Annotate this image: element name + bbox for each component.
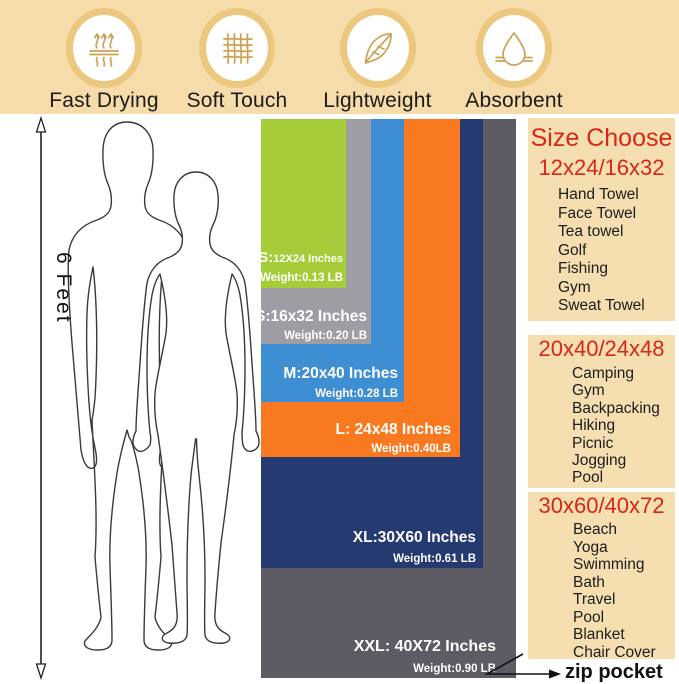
- size-use-item: Backpacking: [572, 399, 660, 417]
- size-use-item: Beach: [573, 521, 617, 538]
- soft-touch-icon: [199, 8, 275, 88]
- features-bar: Fast Drying Soft Touch: [0, 0, 679, 114]
- size-use-item: Gym: [558, 278, 591, 296]
- fast-drying-icon: [66, 8, 142, 88]
- size-guide-small: Size Choose 12x24/16x32 Hand Towel Face …: [528, 118, 675, 321]
- size-use-list: Beach Yoga Swimming Bath Travel Pool Bla…: [528, 521, 675, 661]
- towel-xl-label: XL:30X60 Inches Weight:0.61 LB: [352, 529, 476, 565]
- feature-label: Soft Touch: [186, 89, 288, 112]
- size-use-item: Face Towel: [558, 204, 637, 222]
- towel-xs: XS:12X24 Inches Weight:0.13 LB: [248, 119, 346, 288]
- feature-soft-touch: Soft Touch: [167, 0, 307, 113]
- size-use-item: Golf: [558, 241, 587, 259]
- woman-outline: [132, 171, 260, 644]
- size-group-heading: 20x40/24x48: [538, 336, 665, 361]
- size-use-item: Yoga: [573, 538, 608, 556]
- size-use-item: Sweat Towel: [558, 297, 645, 314]
- height-label: 6 Feet: [52, 252, 75, 324]
- arrowhead-right: [549, 669, 561, 679]
- droplet-icon: [476, 8, 552, 88]
- size-use-list: Hand Towel Face Towel Tea towel Golf Fis…: [528, 186, 675, 316]
- size-use-item: Jogging: [572, 452, 627, 470]
- towel-xs-label: XS:12X24 Inches Weight:0.13 LB: [248, 249, 343, 284]
- feature-label: Lightweight: [323, 89, 432, 112]
- feature-label: Absorbent: [465, 89, 563, 112]
- size-use-item: Hiking: [572, 417, 616, 435]
- size-use-item: Travel: [573, 591, 616, 608]
- size-use-item: Hand Towel: [558, 186, 639, 203]
- feature-fast-drying: Fast Drying: [28, 0, 180, 113]
- size-guide-medium: 20x40/24x48 Camping Gym Backpacking Hiki…: [528, 335, 675, 488]
- zip-pocket-label: zip pocket: [565, 661, 663, 683]
- towel-s-label: S:16x32 Inches Weight:0.20 LB: [254, 308, 367, 342]
- size-use-item: Fishing: [558, 260, 608, 277]
- size-guide-large: 30x60/40x72 Beach Yoga Swimming Bath Tra…: [528, 492, 675, 661]
- size-use-item: Chair Cover: [573, 643, 656, 661]
- height-arrow: [35, 116, 47, 680]
- size-group-heading: 30x60/40x72: [538, 493, 665, 518]
- size-guide-title: Size Choose: [530, 124, 673, 152]
- human-figures-illustration: [67, 121, 260, 651]
- feature-lightweight: Lightweight: [305, 0, 450, 113]
- size-use-item: Bath: [573, 573, 605, 591]
- zip-pocket-pointer: [483, 653, 561, 679]
- size-use-item: Picnic: [572, 434, 614, 452]
- towel-l-label: L: 24x48 Inches Weight:0.40LB: [335, 421, 451, 455]
- towel-m-label: M:20x40 Inches Weight:0.28 LB: [283, 365, 398, 400]
- feather-icon: [339, 8, 416, 88]
- size-comparison-chart: XXL: 40X72 Inches Weight:0.90 LB XL:30X6…: [248, 119, 519, 679]
- size-use-item: Pool: [573, 608, 605, 626]
- size-use-item: Blanket: [573, 626, 625, 643]
- size-use-item: Gym: [572, 382, 605, 400]
- towel-xxl-label: XXL: 40X72 Inches Weight:0.90 LB: [353, 638, 496, 675]
- size-use-item: Tea towel: [558, 223, 624, 240]
- feature-label: Fast Drying: [49, 89, 159, 112]
- arrowhead-up: [35, 116, 47, 133]
- arrowhead-down: [35, 663, 47, 680]
- feature-absorbent: Absorbent: [448, 0, 580, 113]
- size-use-item: Camping: [572, 365, 635, 382]
- size-use-list: Camping Gym Backpacking Hiking Picnic Jo…: [528, 365, 675, 487]
- size-use-item: Pool: [572, 469, 604, 487]
- size-use-item: Swimming: [573, 556, 645, 573]
- size-group-heading: 12x24/16x32: [538, 155, 665, 180]
